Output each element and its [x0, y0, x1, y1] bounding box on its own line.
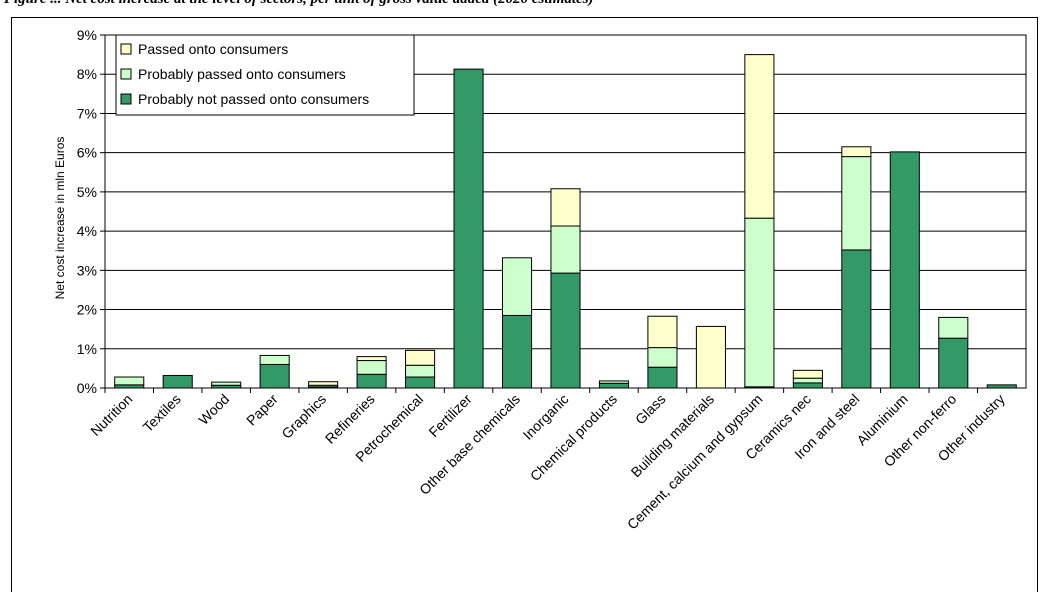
bar-segment — [841, 146, 872, 158]
y-tick-label: 7% — [77, 105, 97, 121]
bar-segment — [792, 369, 823, 379]
bar-segment — [405, 364, 436, 378]
bar-segment — [356, 356, 387, 362]
bar-stacks — [114, 54, 1017, 389]
legend-label: Probably not passed onto consumers — [138, 91, 369, 107]
bar-segment — [501, 257, 533, 316]
y-tick-label: 0% — [77, 380, 97, 396]
bar-segment — [405, 376, 436, 389]
bar-segment — [792, 382, 823, 389]
x-tick-label: Nutrition — [87, 391, 135, 439]
x-tick-labels: Nutrition Textiles Wood PaperGraphicsRefine… — [87, 391, 1008, 533]
y-tick-label: 2% — [77, 302, 97, 318]
chart-frame: 0% 1% 2% 3% 4% 5% 6% 7% 8% 9% Nutrition Textiles Wo… — [11, 17, 1038, 592]
legend: Passed onto consumers Probably passed ont… — [115, 34, 415, 116]
bar-segment — [211, 381, 242, 386]
bar-segment — [647, 315, 678, 349]
bar-segment — [550, 272, 581, 389]
bar-segment — [744, 217, 775, 388]
legend-swatch — [120, 68, 132, 80]
bar-segment — [647, 347, 678, 368]
bar-segment — [598, 380, 630, 384]
y-tick-label: 3% — [77, 262, 97, 278]
bar-segment — [938, 337, 969, 389]
bar-segment — [114, 376, 145, 386]
legend-swatch — [120, 43, 132, 55]
bar-segment — [647, 366, 678, 389]
x-tick-label: Textiles — [140, 391, 184, 435]
y-axis-label: Net cost increase in mln Euros — [53, 137, 67, 300]
x-tick-label: Wood — [195, 391, 232, 428]
axes — [100, 34, 1027, 393]
bar-segment — [259, 363, 290, 389]
stacked-bar-chart: 0% 1% 2% 3% 4% 5% 6% 7% 8% 9% Nutrition Textiles Wo… — [53, 27, 1027, 533]
bar-segment — [550, 188, 581, 227]
bar-segment — [259, 354, 290, 365]
bar-segment — [501, 314, 533, 389]
y-tick-label: 9% — [77, 27, 97, 43]
bar-segment — [308, 381, 339, 386]
x-tick-label: Chemical products — [527, 391, 620, 484]
y-tick-label: 6% — [77, 145, 97, 161]
bar-segment — [695, 325, 726, 389]
x-tick-label: Building materials — [628, 391, 717, 480]
y-tick-label: 8% — [77, 66, 97, 82]
legend-label: Passed onto consumers — [138, 41, 288, 57]
y-tick-label: 1% — [77, 341, 97, 357]
legend-swatch — [120, 93, 132, 105]
y-tick-label: 4% — [77, 223, 97, 239]
bar-segment — [938, 316, 969, 339]
bar-segment — [841, 249, 872, 389]
legend-label: Probably passed onto consumers — [138, 66, 346, 82]
bar-segment — [841, 156, 872, 251]
bar-segment — [889, 151, 920, 389]
bar-segment — [550, 225, 581, 274]
x-tick-label: Paper — [243, 391, 281, 429]
bar-segment — [356, 360, 387, 375]
bar-segment — [405, 349, 436, 366]
x-tick-label: Glass — [632, 391, 669, 428]
x-tick-label: Fertilizer — [425, 391, 475, 441]
bar-segment — [792, 377, 823, 384]
bar-segment — [598, 382, 630, 389]
legend-box — [115, 34, 415, 116]
x-tick-label: Graphics — [278, 391, 329, 442]
bar-segment — [162, 374, 193, 389]
plot-area — [104, 34, 1027, 389]
y-tick-labels: 0% 1% 2% 3% 4% 5% 6% 7% 8% 9% — [77, 27, 97, 396]
bar-segment — [453, 68, 484, 389]
bar-segment — [356, 373, 387, 389]
figure-caption: Figure ... Net cost increase at the leve… — [4, 0, 594, 8]
y-tick-label: 5% — [77, 184, 97, 200]
bar-segment — [744, 54, 775, 219]
